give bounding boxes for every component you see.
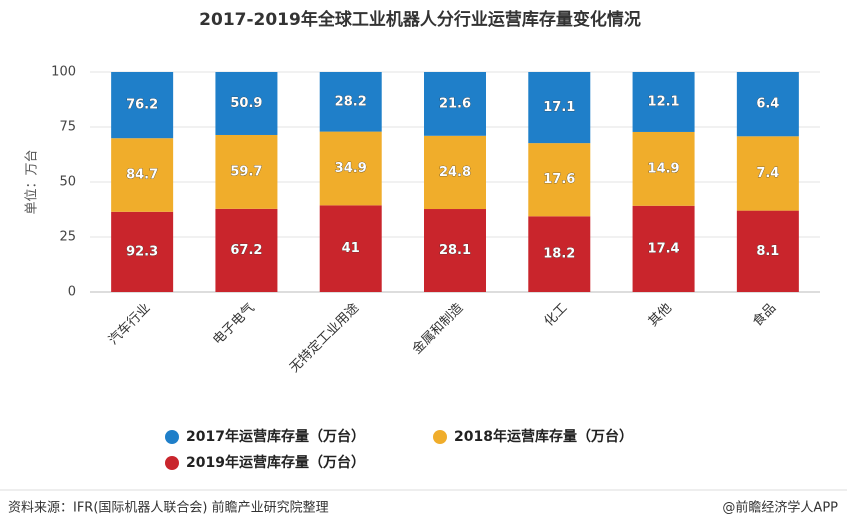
bar-segment xyxy=(736,72,799,137)
value-label: 92.3 xyxy=(126,244,158,259)
bar-segment xyxy=(424,72,486,136)
bar-segment xyxy=(319,131,382,206)
bar-segment xyxy=(736,210,799,292)
value-label: 8.1 xyxy=(756,244,779,259)
bar-segment xyxy=(215,72,278,135)
y-tick-label: 75 xyxy=(59,120,76,135)
x-tick-label: 金属和制造 xyxy=(409,300,466,357)
bar-segment xyxy=(424,209,486,292)
credit: @前瞻经济学人APP xyxy=(722,500,838,516)
bar-segment xyxy=(632,205,695,292)
bar-segment xyxy=(736,136,799,211)
x-tick-label: 化工 xyxy=(542,301,571,330)
bar-segment xyxy=(632,72,695,132)
y-tick-label: 50 xyxy=(59,175,76,190)
value-label: 18.2 xyxy=(543,247,575,262)
bar-segment xyxy=(111,138,174,212)
legend-swatch xyxy=(165,430,179,444)
source: 资料来源：IFR(国际机器人联合会) 前瞻产业研究院整理 xyxy=(8,500,329,516)
value-label: 28.2 xyxy=(335,94,367,109)
bar-segment xyxy=(319,72,382,132)
x-tick-label: 食品 xyxy=(749,300,779,330)
value-label: 76.2 xyxy=(126,98,158,113)
value-label: 14.9 xyxy=(648,161,680,176)
value-label: 24.8 xyxy=(439,165,471,180)
bar-segment xyxy=(528,143,591,217)
value-label: 17.6 xyxy=(543,172,575,187)
value-label: 17.4 xyxy=(648,241,680,256)
legend-label: 2019年运营库存量（万台） xyxy=(186,454,365,471)
x-tick-label: 电子电气 xyxy=(210,300,258,348)
y-tick-label: 100 xyxy=(51,65,76,80)
value-label: 50.9 xyxy=(230,96,262,111)
y-axis-label: 单位：万台 xyxy=(25,149,40,214)
legend-swatch xyxy=(165,456,179,470)
bar-segment xyxy=(632,131,695,206)
bar-segment xyxy=(424,135,486,210)
value-label: 6.4 xyxy=(756,97,779,112)
bar-segment xyxy=(215,208,278,292)
bar-segment xyxy=(111,72,174,139)
y-tick-label: 25 xyxy=(59,230,76,245)
value-label: 17.1 xyxy=(543,100,575,115)
bar-segment xyxy=(319,205,382,292)
value-label: 67.2 xyxy=(230,243,262,258)
legend-label: 2017年运营库存量（万台） xyxy=(186,428,365,445)
bar-segment xyxy=(528,72,591,144)
value-label: 84.7 xyxy=(126,168,158,183)
bar-segment xyxy=(528,216,591,292)
value-label: 21.6 xyxy=(439,96,471,111)
x-tick-label: 汽车行业 xyxy=(105,300,153,348)
bar-segment xyxy=(215,134,278,209)
legend-swatch xyxy=(433,430,447,444)
value-label: 41 xyxy=(342,241,360,256)
legend-label: 2018年运营库存量（万台） xyxy=(454,428,633,445)
value-label: 34.9 xyxy=(335,161,367,176)
x-tick-label: 其他 xyxy=(646,301,675,330)
bar-segment xyxy=(111,211,174,292)
chart-title: 2017-2019年全球工业机器人分行业运营库存量变化情况 xyxy=(199,9,641,30)
y-tick-label: 0 xyxy=(68,285,76,300)
value-label: 7.4 xyxy=(756,166,779,181)
value-label: 28.1 xyxy=(439,243,471,258)
value-label: 12.1 xyxy=(648,94,680,109)
x-tick-label: 无特定工业用途 xyxy=(286,300,362,376)
value-label: 59.7 xyxy=(230,164,262,179)
